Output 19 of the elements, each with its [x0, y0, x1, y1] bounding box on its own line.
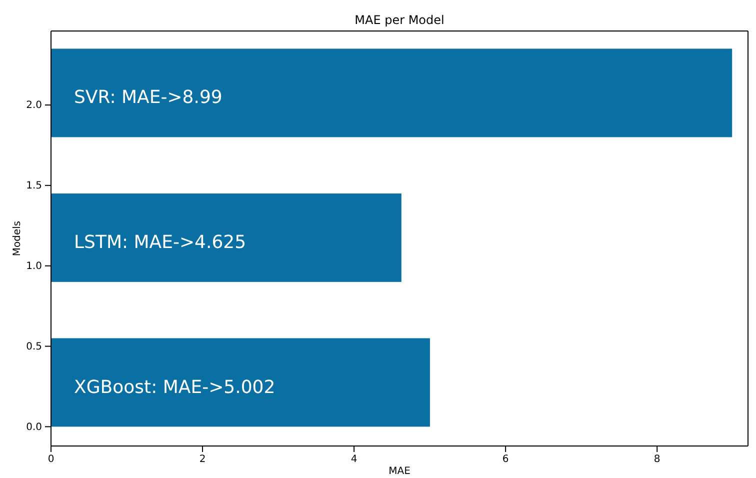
y-tick-label: 2.0	[26, 100, 42, 112]
y-tick-label: 0.0	[26, 422, 42, 433]
y-tick-label: 0.5	[26, 341, 42, 352]
annotation: SVR: MAE->8.99	[74, 87, 222, 108]
chart-title: MAE per Model	[354, 13, 444, 27]
y-tick-label: 1.5	[26, 180, 42, 192]
bar	[51, 338, 430, 427]
x-tick-label: 2	[199, 454, 206, 466]
bar	[51, 193, 402, 282]
y-axis-title: Models	[12, 220, 23, 256]
annotation: LSTM: MAE->4.625	[74, 232, 246, 254]
x-tick-label: 4	[350, 454, 358, 466]
x-tick-label: 6	[502, 454, 509, 466]
x-tick-label: 8	[654, 454, 660, 466]
x-tick-label: 0	[48, 454, 54, 466]
x-axis-title: MAE	[388, 466, 410, 477]
y-tick-label: 1.0	[26, 261, 42, 272]
annotation: XGBoost: MAE->5.002	[74, 376, 276, 398]
bar	[51, 48, 732, 138]
